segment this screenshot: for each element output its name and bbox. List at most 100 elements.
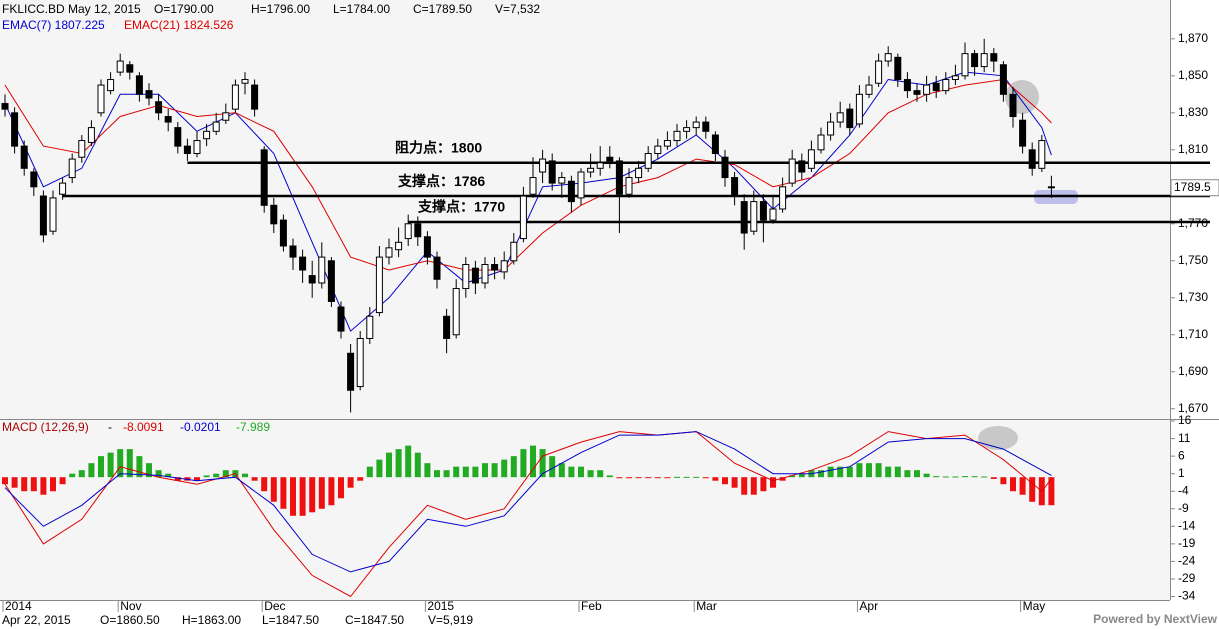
x-tick-label: Feb: [581, 599, 602, 613]
candle-body: [577, 171, 585, 199]
y-tick-label: 1,750: [1178, 253, 1208, 267]
histogram-bar: [1000, 477, 1007, 485]
x-tick-label: Mar: [696, 599, 717, 613]
histogram-bar: [338, 477, 344, 499]
histogram-bar: [386, 452, 392, 478]
header-text: C=1789.50: [413, 2, 472, 16]
candle-body: [635, 167, 643, 179]
y-tick-label: 1,850: [1178, 68, 1208, 82]
histogram-bar: [69, 473, 76, 478]
histogram-bar: [1019, 477, 1026, 495]
legend-title: MACD (12,26,9): [2, 420, 89, 434]
histogram-bar: [798, 473, 805, 478]
histogram-bar: [1010, 477, 1016, 492]
histogram-bar: [443, 470, 450, 478]
candle-body: [433, 256, 441, 280]
histogram-bar: [453, 466, 460, 478]
candle-body: [894, 56, 902, 81]
histogram-bar: [376, 459, 383, 478]
histogram-bar: [146, 463, 152, 478]
histogram-bar: [952, 476, 959, 478]
level-label: 阻力点：1800: [395, 139, 482, 155]
histogram-bar: [779, 477, 786, 481]
histogram-bar: [59, 477, 66, 485]
candle-body: [779, 186, 787, 210]
histogram-bar: [472, 466, 479, 478]
histogram-bar: [357, 477, 364, 481]
candle-body: [395, 241, 403, 251]
level-label: 支撑点：1786: [397, 173, 485, 189]
legend-sep: -: [108, 420, 112, 434]
header-text: V=7,532: [495, 2, 540, 16]
histogram-bar: [923, 473, 930, 478]
candle-body: [203, 130, 211, 140]
histogram-bar: [971, 476, 978, 478]
candle-body: [519, 195, 527, 240]
candle-body: [702, 121, 710, 132]
price-marker-box: [1170, 179, 1219, 197]
candle-body: [548, 160, 556, 184]
credit: Powered by NextView: [1093, 612, 1217, 626]
histogram-bar: [645, 477, 652, 479]
line: [4, 71, 1052, 332]
histogram-bar: [414, 452, 421, 478]
footer-text: L=1847.50: [262, 613, 319, 627]
histogram-bar: [347, 477, 354, 488]
x-tick-label: Nov: [120, 599, 141, 613]
histogram-bar: [1048, 477, 1055, 506]
histogram-bar: [280, 477, 287, 509]
candle-body: [155, 101, 163, 114]
candle-body: [971, 53, 979, 68]
histogram-bar: [309, 477, 316, 513]
candle-body: [491, 263, 499, 271]
candle-body: [836, 112, 844, 123]
histogram-bar: [635, 477, 642, 479]
histogram-bar: [2, 477, 8, 485]
histogram-bar: [462, 466, 469, 478]
x-tick-label: May: [1023, 599, 1046, 613]
candle-body: [308, 275, 316, 284]
candle-body: [961, 53, 969, 77]
histogram-bar: [741, 477, 748, 495]
candle-body: [462, 263, 470, 290]
candle-body: [59, 182, 67, 195]
candle-body: [855, 93, 863, 125]
candle-body: [731, 177, 739, 197]
histogram-bar: [261, 477, 268, 492]
candle-body: [788, 158, 796, 184]
footer-text: O=1860.50: [100, 613, 160, 627]
histogram-bar: [789, 475, 796, 478]
y-tick-label: 1,710: [1178, 327, 1208, 341]
histogram-bar: [664, 477, 671, 479]
candle-body: [817, 134, 825, 151]
candle-body: [587, 167, 595, 173]
histogram-bar: [549, 456, 556, 478]
candle-body: [452, 288, 460, 336]
candle-body: [798, 160, 806, 173]
candle-body: [87, 127, 95, 143]
y-tick-label: -24: [1178, 554, 1196, 568]
candle-body: [443, 315, 451, 339]
candle-body: [663, 140, 671, 147]
candle-body: [107, 79, 115, 92]
candle-body: [923, 84, 931, 95]
candle-body: [279, 219, 287, 247]
candle-body: [241, 79, 249, 84]
level-label: 支撑点：1770: [417, 199, 505, 215]
candle-body: [222, 112, 230, 121]
histogram-bar: [875, 463, 882, 478]
header-text: L=1784.00: [333, 2, 390, 16]
candle-body: [49, 197, 57, 232]
legend-entry: -7.989: [236, 420, 270, 434]
histogram-bar: [885, 466, 892, 478]
candle-body: [68, 158, 76, 179]
candle-body: [299, 256, 307, 271]
histogram-bar: [856, 463, 863, 478]
histogram-bar: [866, 463, 872, 478]
candle-body: [769, 208, 777, 221]
histogram-bar: [846, 466, 853, 478]
histogram-bar: [530, 445, 536, 478]
legend-entry: EMAC(21) 1824.526: [124, 18, 234, 32]
histogram-bar: [242, 473, 248, 478]
